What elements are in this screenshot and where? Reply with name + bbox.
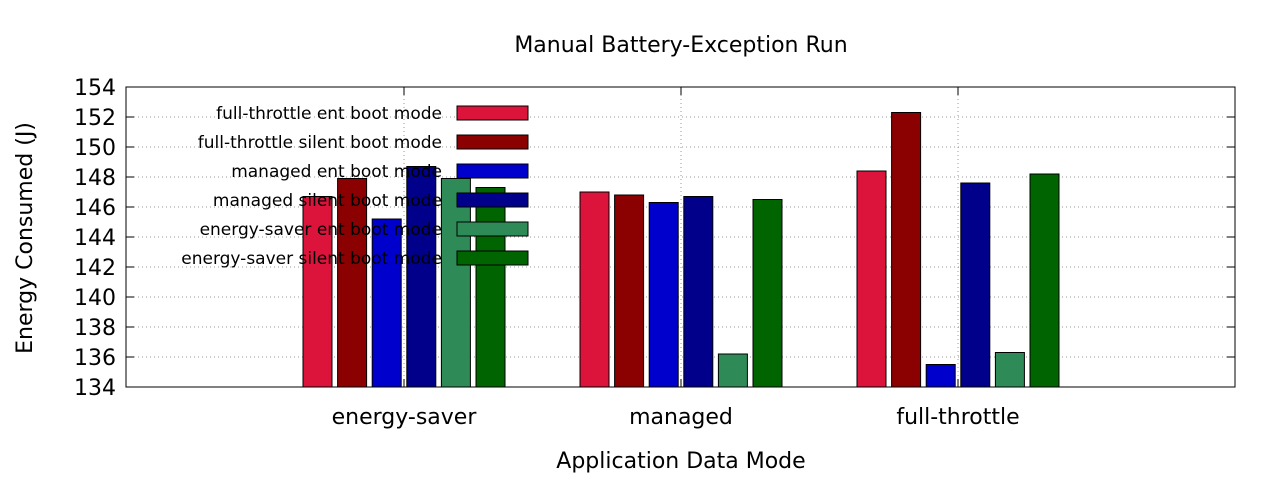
legend-swatch bbox=[456, 221, 529, 237]
bar bbox=[891, 112, 922, 388]
y-tick-label: 150 bbox=[74, 136, 116, 161]
bar bbox=[579, 191, 610, 388]
y-axis-title: Energy Consumed (J) bbox=[13, 122, 38, 354]
bar bbox=[614, 194, 645, 388]
y-tick-label: 136 bbox=[74, 346, 116, 371]
legend-label: energy-saver silent boot mode bbox=[181, 249, 442, 269]
axis-ticks: 134 136 138 140 142 144 146 148 150 152 154 energy-… bbox=[74, 76, 1235, 430]
bar bbox=[960, 182, 991, 388]
legend-label: managed silent boot mode bbox=[213, 191, 442, 211]
bar bbox=[925, 364, 956, 388]
y-tick-label: 144 bbox=[74, 226, 116, 251]
legend-swatch bbox=[456, 134, 529, 150]
legend-swatch bbox=[456, 192, 529, 208]
legend-label: energy-saver ent boot mode bbox=[200, 220, 442, 240]
bar bbox=[406, 166, 437, 388]
y-tick-label: 152 bbox=[74, 106, 116, 131]
bar bbox=[475, 187, 506, 388]
y-tick-label: 146 bbox=[74, 196, 116, 221]
legend-label: managed ent boot mode bbox=[231, 162, 442, 182]
legend-swatch bbox=[456, 163, 529, 179]
bar bbox=[717, 353, 748, 388]
x-category-label: managed bbox=[629, 405, 733, 430]
legend-swatch bbox=[456, 250, 529, 266]
bar bbox=[856, 170, 887, 388]
y-tick-label: 142 bbox=[74, 256, 116, 281]
bar bbox=[994, 352, 1025, 388]
legend: full-throttle ent boot mode full-throttle… bbox=[181, 104, 529, 269]
y-tick-label: 134 bbox=[74, 376, 116, 401]
bar bbox=[371, 218, 402, 388]
x-category-label: full-throttle bbox=[896, 405, 1019, 430]
bar bbox=[752, 199, 783, 388]
x-axis-title: Application Data Mode bbox=[556, 449, 805, 474]
bar bbox=[337, 178, 368, 388]
legend-swatch bbox=[456, 105, 529, 121]
bar bbox=[440, 178, 471, 388]
plot-frame bbox=[125, 86, 1236, 388]
y-tick-label: 138 bbox=[74, 316, 116, 341]
y-tick-label: 148 bbox=[74, 166, 116, 191]
bar bbox=[683, 196, 714, 388]
legend-label: full-throttle ent boot mode bbox=[216, 104, 442, 124]
y-tick-label: 154 bbox=[74, 76, 116, 101]
legend-label: full-throttle silent boot mode bbox=[198, 133, 442, 153]
y-tick-label: 140 bbox=[74, 286, 116, 311]
bars bbox=[302, 112, 1060, 388]
x-category-label: energy-saver bbox=[332, 405, 478, 430]
bar bbox=[648, 202, 679, 388]
bar bbox=[1029, 173, 1060, 388]
chart-title: Manual Battery-Exception Run bbox=[514, 33, 847, 58]
